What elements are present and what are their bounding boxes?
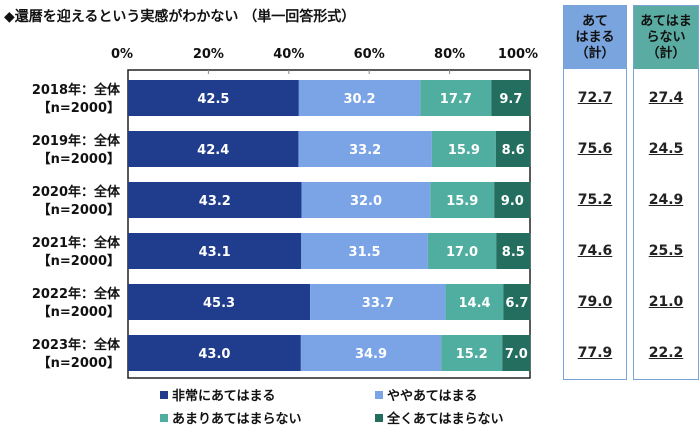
data-label: 8.5 [502, 245, 525, 260]
bar-segment [491, 80, 531, 116]
bar-segment [301, 182, 431, 218]
data-label: 42.5 [197, 92, 229, 107]
legend-swatch [160, 390, 168, 399]
bar-segment [128, 80, 299, 116]
bar-segment [431, 131, 496, 167]
summary-value: 21.0 [648, 294, 684, 310]
summary-value: 75.6 [577, 141, 613, 157]
chart-title: ◆還暦を迎えるという実感がわかない （単一回答形式） [4, 9, 356, 25]
x-tick-label: 0% [111, 47, 133, 62]
bar-segment [298, 80, 421, 116]
legend-swatch [375, 413, 383, 422]
data-label: 43.1 [199, 245, 231, 260]
data-label: 31.5 [349, 245, 381, 260]
legend-item: 非常にあてはまる [160, 385, 275, 404]
data-label: 9.0 [501, 194, 524, 209]
summary-value: 27.4 [648, 90, 684, 106]
data-label: 9.7 [499, 92, 522, 107]
bar-segment [427, 233, 497, 269]
summary-value: 77.9 [577, 345, 613, 361]
bar-segment [128, 335, 301, 371]
legend-item: あまりあてはまらない [160, 408, 301, 427]
summary-value: 24.5 [648, 141, 684, 157]
bar-segment [128, 182, 302, 218]
data-label: 15.2 [456, 347, 488, 362]
data-label: 14.4 [458, 296, 490, 311]
category-label: 2018年：全体 [32, 82, 121, 98]
bar-segment [128, 233, 302, 269]
x-tick-label: 60% [354, 47, 385, 62]
summary-column: あてはま らない （計） 27.4 24.5 24.9 25.5 21.0 22.2 [633, 5, 699, 380]
category-sample-label: 【n=2000】 [38, 202, 120, 218]
summary-value: 25.5 [648, 243, 684, 259]
category-sample-label: 【n=2000】 [38, 253, 120, 269]
legend-swatch [375, 390, 383, 399]
legend-label: あまりあてはまらない [172, 412, 302, 427]
x-tick-label: 100% [498, 47, 538, 62]
category-sample-label: 【n=2000】 [38, 100, 120, 116]
category-label: 2023年：全体 [32, 337, 121, 353]
bar-segment [496, 233, 531, 269]
category-sample-label: 【n=2000】 [38, 355, 120, 371]
legend-swatch [160, 413, 168, 422]
summary-value: 22.2 [648, 345, 684, 361]
data-label: 17.0 [446, 245, 478, 260]
summary-value: 24.9 [648, 192, 684, 208]
data-label: 33.2 [349, 143, 381, 158]
category-label: 2021年：全体 [32, 235, 121, 251]
bar-segment [495, 131, 531, 167]
legend-item: ややあてはまる [375, 385, 477, 404]
bar-segment [128, 131, 299, 167]
category-sample-label: 【n=2000】 [38, 151, 120, 167]
summary-value: 74.6 [577, 243, 613, 259]
bar-segment [420, 80, 492, 116]
plot-area [127, 69, 531, 379]
summary-value: 75.2 [577, 192, 613, 208]
bar-segment [502, 335, 531, 371]
legend-label: 非常にあてはまる [172, 389, 276, 404]
data-label: 34.9 [355, 347, 387, 362]
x-tick-label: 80% [434, 47, 465, 62]
data-label: 42.4 [197, 143, 229, 158]
data-label: 32.0 [350, 194, 382, 209]
data-label: 43.0 [198, 347, 230, 362]
bar-segment [494, 182, 531, 218]
summary-column: あて はまる （計） 72.7 75.6 75.2 74.6 79.0 77.9 [563, 5, 627, 380]
bar-segment [298, 131, 432, 167]
bar-segment [128, 284, 311, 320]
bar-segment [310, 284, 446, 320]
category-sample-label: 【n=2000】 [38, 304, 120, 320]
data-label: 43.2 [199, 194, 231, 209]
data-label: 6.7 [505, 296, 528, 311]
legend-label: 全くあてはまらない [387, 412, 504, 427]
bar-segment [503, 284, 531, 320]
category-label: 2022年：全体 [32, 286, 121, 302]
bar-segment [300, 335, 442, 371]
data-label: 45.3 [203, 296, 235, 311]
summary-column-header: あてはま らない （計） [634, 6, 698, 69]
data-label: 15.9 [446, 194, 478, 209]
summary-value: 72.7 [577, 90, 613, 106]
data-label: 33.7 [362, 296, 394, 311]
bar-segment [301, 233, 428, 269]
bar-segment [430, 182, 495, 218]
bar-segment [441, 335, 503, 371]
summary-column-header: あて はまる （計） [564, 6, 626, 69]
category-label: 2020年：全体 [32, 184, 121, 200]
legend-item: 全くあてはまらない [375, 408, 503, 427]
data-label: 15.9 [448, 143, 480, 158]
legend-label: ややあてはまる [387, 389, 478, 404]
summary-value: 79.0 [577, 294, 613, 310]
data-label: 7.0 [505, 347, 528, 362]
category-label: 2019年：全体 [32, 133, 121, 149]
data-label: 8.6 [502, 143, 525, 158]
x-tick-label: 20% [193, 47, 224, 62]
bar-segment [445, 284, 504, 320]
data-label: 30.2 [344, 92, 376, 107]
x-tick-label: 40% [273, 47, 304, 62]
data-label: 17.7 [440, 92, 472, 107]
